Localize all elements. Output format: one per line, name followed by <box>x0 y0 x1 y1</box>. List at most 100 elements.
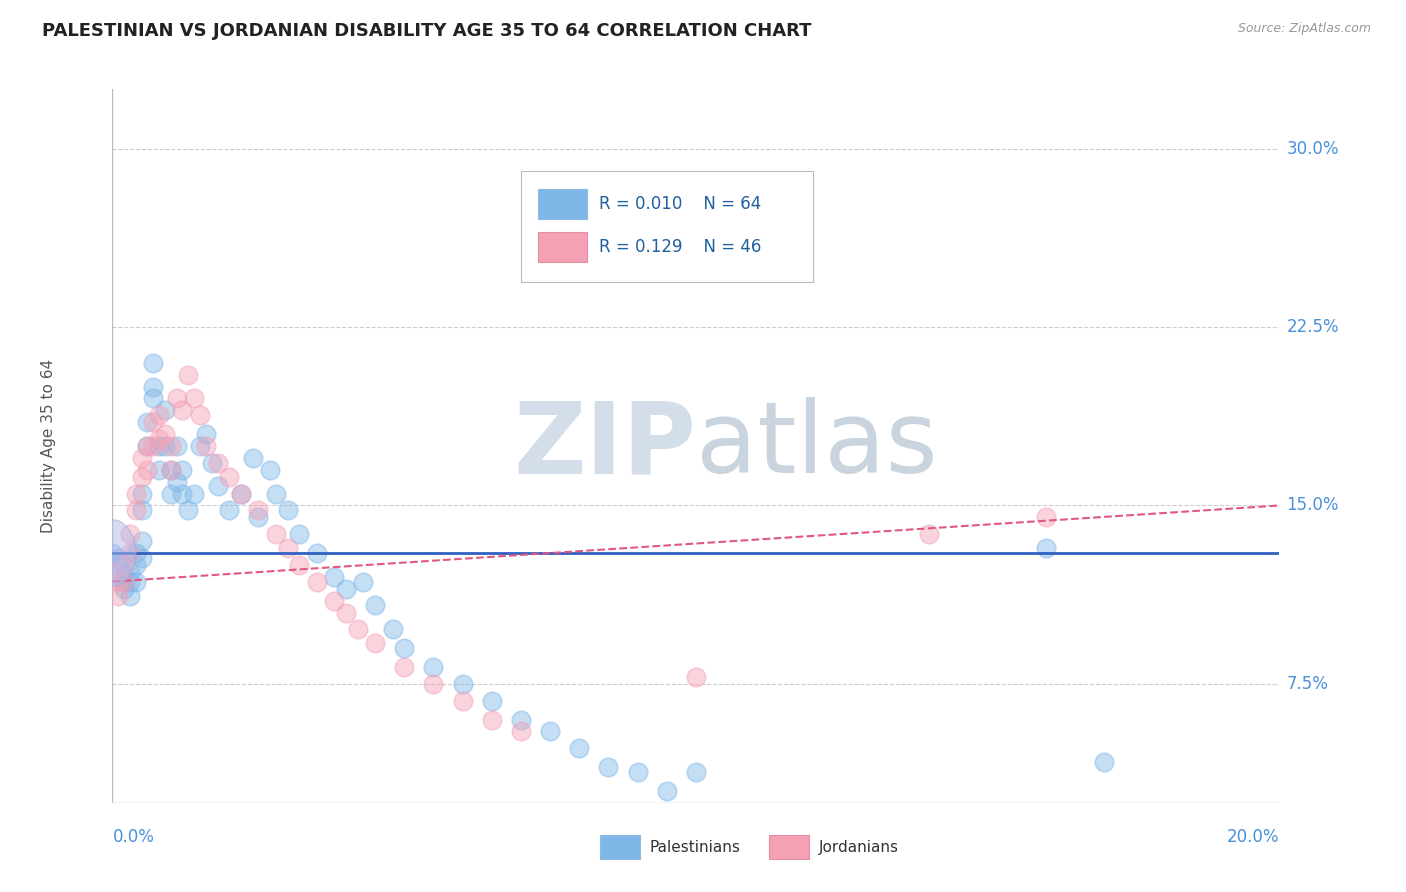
Point <box>276 503 298 517</box>
Point <box>655 784 678 798</box>
Point <box>188 408 211 422</box>
Point <box>112 574 135 589</box>
Point <box>177 503 200 517</box>
Point <box>685 670 707 684</box>
Point <box>207 456 229 470</box>
Point <box>153 427 176 442</box>
Point <box>259 463 281 477</box>
Point <box>142 392 165 406</box>
Point <box>166 475 188 489</box>
Point <box>183 392 205 406</box>
Point <box>136 439 159 453</box>
Text: 7.5%: 7.5% <box>1286 675 1329 693</box>
Point <box>166 392 188 406</box>
Point <box>264 486 287 500</box>
Point <box>323 570 346 584</box>
Point <box>288 558 311 572</box>
Point <box>125 574 148 589</box>
Point <box>229 486 252 500</box>
Point <box>107 550 129 565</box>
Point <box>305 574 328 589</box>
Point <box>112 574 135 589</box>
Point <box>131 503 153 517</box>
Point <box>364 599 387 613</box>
Point <box>381 622 404 636</box>
Point <box>148 432 170 446</box>
Point <box>247 503 270 517</box>
Point <box>118 546 141 560</box>
Point <box>422 660 444 674</box>
Point <box>1035 510 1057 524</box>
Point <box>172 463 194 477</box>
FancyBboxPatch shape <box>769 835 810 859</box>
Point <box>112 558 135 572</box>
Point <box>160 463 183 477</box>
Point <box>335 582 357 596</box>
Point <box>305 546 328 560</box>
Text: Disability Age 35 to 64: Disability Age 35 to 64 <box>41 359 56 533</box>
Point <box>509 713 531 727</box>
Text: 15.0%: 15.0% <box>1286 497 1339 515</box>
Text: PALESTINIAN VS JORDANIAN DISABILITY AGE 35 TO 64 CORRELATION CHART: PALESTINIAN VS JORDANIAN DISABILITY AGE … <box>42 22 811 40</box>
Text: 20.0%: 20.0% <box>1227 828 1279 846</box>
Point <box>188 439 211 453</box>
Text: Source: ZipAtlas.com: Source: ZipAtlas.com <box>1237 22 1371 36</box>
Point <box>125 546 148 560</box>
Point <box>107 574 129 589</box>
Point <box>125 503 148 517</box>
Text: Palestinians: Palestinians <box>650 839 740 855</box>
Point <box>118 574 141 589</box>
Point <box>247 510 270 524</box>
Point <box>153 403 176 417</box>
Point <box>194 427 217 442</box>
Point <box>918 527 941 541</box>
Point <box>131 550 153 565</box>
Text: R = 0.010    N = 64: R = 0.010 N = 64 <box>599 195 762 213</box>
FancyBboxPatch shape <box>600 835 640 859</box>
Point <box>142 356 165 370</box>
Point <box>142 379 165 393</box>
Point <box>481 693 503 707</box>
Point <box>148 439 170 453</box>
Point <box>101 546 124 560</box>
Point <box>568 741 591 756</box>
Ellipse shape <box>89 520 136 586</box>
Point <box>118 527 141 541</box>
Point <box>101 565 124 579</box>
Point <box>1094 756 1116 770</box>
Point <box>125 486 148 500</box>
Point <box>207 479 229 493</box>
Point <box>627 764 650 779</box>
Point <box>1035 541 1057 556</box>
Point <box>136 439 159 453</box>
Point <box>229 486 252 500</box>
Text: R = 0.129    N = 46: R = 0.129 N = 46 <box>599 238 762 256</box>
Point <box>201 456 224 470</box>
Point <box>118 589 141 603</box>
Point <box>112 570 135 584</box>
Point <box>107 558 129 572</box>
Point <box>364 636 387 650</box>
Point <box>276 541 298 556</box>
Point <box>148 408 170 422</box>
Point <box>394 641 416 656</box>
Point <box>242 450 264 465</box>
Point <box>166 439 188 453</box>
Point <box>160 463 183 477</box>
FancyBboxPatch shape <box>520 171 813 282</box>
Point <box>685 764 707 779</box>
Point <box>352 574 374 589</box>
Text: 22.5%: 22.5% <box>1286 318 1339 336</box>
Point <box>131 450 153 465</box>
Point <box>131 486 153 500</box>
Point <box>335 606 357 620</box>
Point <box>118 565 141 579</box>
Point <box>451 693 474 707</box>
Point <box>481 713 503 727</box>
Point <box>107 589 129 603</box>
Point <box>218 503 240 517</box>
Point <box>148 463 170 477</box>
Point <box>451 677 474 691</box>
Point <box>160 439 183 453</box>
Point <box>264 527 287 541</box>
